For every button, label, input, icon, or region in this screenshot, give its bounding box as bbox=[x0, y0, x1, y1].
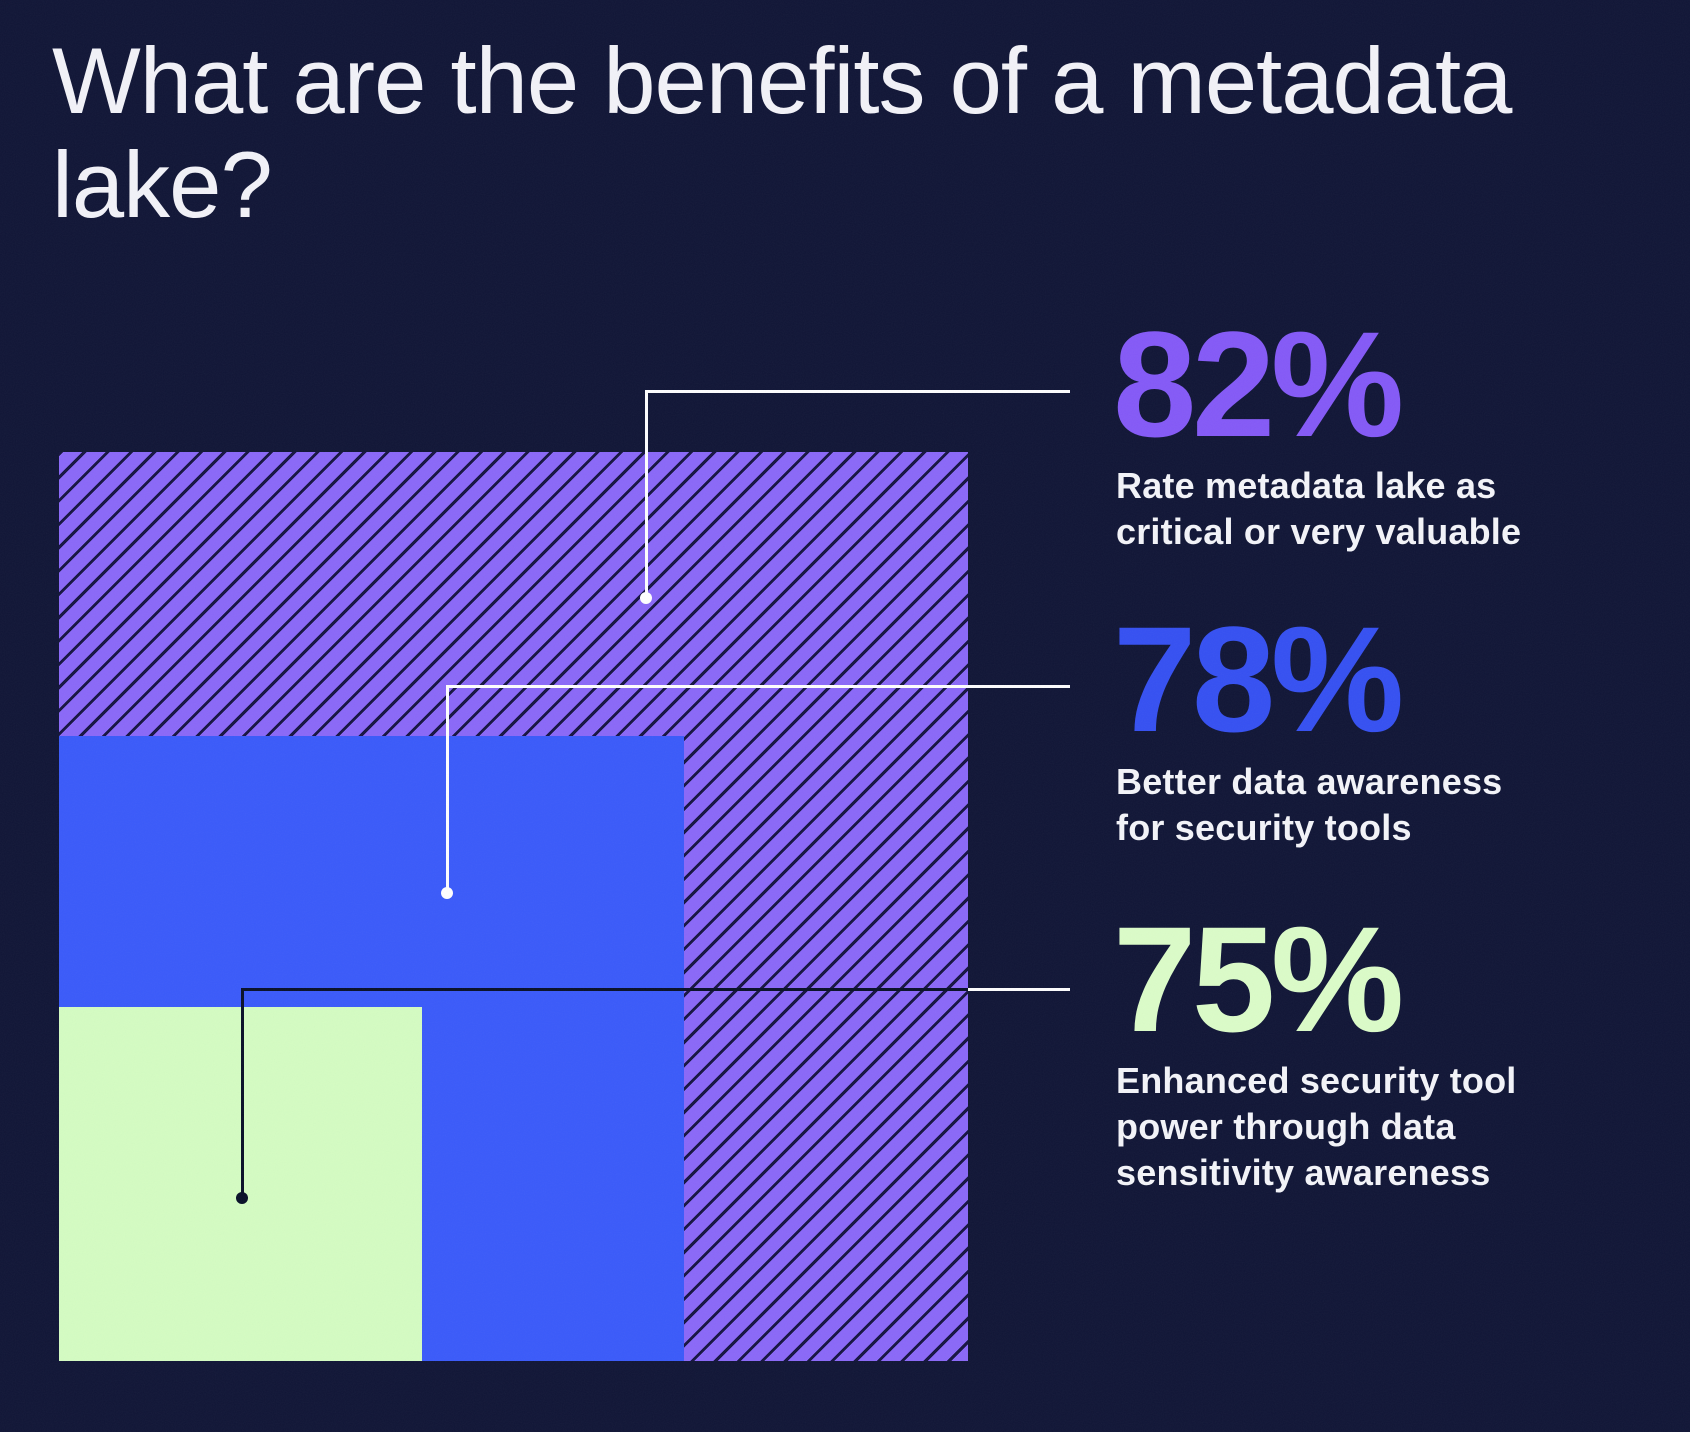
stat-value-75: 75% bbox=[1113, 895, 1404, 1063]
stat-caption-75-line-3: sensitivity awareness bbox=[1116, 1152, 1491, 1193]
page-title-line-1: What are the benefits of a metadata bbox=[52, 28, 1512, 133]
stat-caption-75-line-1: Enhanced security tool bbox=[1116, 1060, 1517, 1101]
stat-caption-82: Rate metadata lake as critical or very v… bbox=[1116, 463, 1521, 555]
callout-line-75-horizontal-dark bbox=[242, 988, 968, 991]
callout-line-82-vertical bbox=[645, 390, 648, 598]
page-title-line-2: lake? bbox=[52, 132, 273, 237]
page-title: What are the benefits of a metadata lake… bbox=[52, 28, 1512, 237]
callout-line-78-vertical bbox=[446, 685, 449, 893]
stat-caption-82-line-2: critical or very valuable bbox=[1116, 511, 1522, 552]
stat-caption-75-line-2: power through data bbox=[1116, 1106, 1456, 1147]
stat-caption-82-line-1: Rate metadata lake as bbox=[1116, 465, 1497, 506]
callout-line-75-vertical bbox=[241, 988, 244, 1198]
callout-line-82-horizontal bbox=[646, 390, 1070, 393]
stat-caption-78: Better data awareness for security tools bbox=[1116, 759, 1502, 851]
stat-value-78: 78% bbox=[1113, 595, 1404, 763]
callout-dot-82 bbox=[640, 592, 652, 604]
stat-caption-78-line-1: Better data awareness bbox=[1116, 761, 1503, 802]
callout-line-75-horizontal-light bbox=[968, 988, 1070, 991]
stat-caption-75: Enhanced security tool power through dat… bbox=[1116, 1058, 1517, 1196]
callout-line-78-horizontal bbox=[447, 685, 1070, 688]
callout-dot-78 bbox=[441, 887, 453, 899]
callout-dot-75 bbox=[236, 1192, 248, 1204]
stat-value-82: 82% bbox=[1113, 300, 1404, 468]
stat-caption-78-line-2: for security tools bbox=[1116, 807, 1412, 848]
